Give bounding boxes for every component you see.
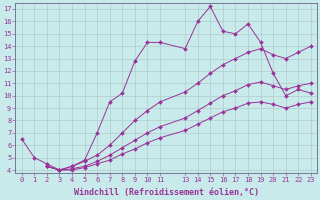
X-axis label: Windchill (Refroidissement éolien,°C): Windchill (Refroidissement éolien,°C) — [74, 188, 259, 197]
